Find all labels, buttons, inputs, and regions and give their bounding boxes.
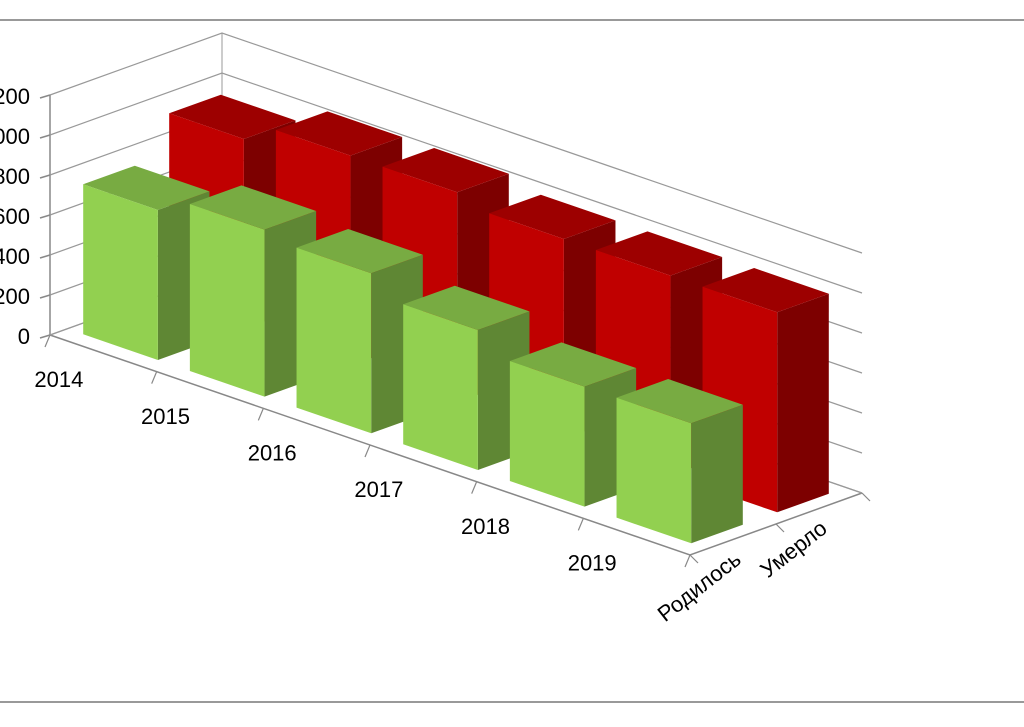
series-label: Родилось <box>653 546 746 626</box>
x-tick <box>364 444 371 458</box>
y-tick-label: 400 <box>0 244 30 269</box>
bar-front <box>83 184 158 360</box>
bar-front <box>189 203 265 397</box>
y-tick <box>39 214 51 219</box>
bar-top <box>509 342 637 387</box>
grid-line <box>49 72 863 294</box>
y-tick-label: 600 <box>0 204 30 229</box>
bar-top <box>595 231 723 276</box>
y-tick <box>39 174 51 179</box>
x-tick-label: 2016 <box>248 440 297 465</box>
bar-top <box>169 94 296 139</box>
grid-line <box>49 32 863 254</box>
x-tick-label: 2019 <box>568 550 617 575</box>
bar-top <box>382 148 509 193</box>
y-tick <box>39 94 51 99</box>
y-tick-label: 200 <box>0 284 30 309</box>
bar-top <box>702 268 829 313</box>
y-tick <box>39 334 51 339</box>
x-tick <box>44 334 51 348</box>
y-tick <box>39 294 51 299</box>
y-tick <box>39 134 51 139</box>
series-label: Умерло <box>755 515 831 582</box>
y-tick <box>39 254 51 259</box>
bar-side <box>777 293 829 513</box>
y-tick-label: 1000 <box>0 124 30 149</box>
x-tick <box>471 481 478 494</box>
bar-front <box>509 360 585 507</box>
bar-top <box>616 379 743 424</box>
bar-top <box>189 185 317 230</box>
z-tick <box>775 523 785 533</box>
bar-front <box>403 304 478 470</box>
z-tick <box>861 492 871 502</box>
x-tick <box>257 408 264 421</box>
x-tick-label: 2017 <box>354 477 403 502</box>
y-tick-label: 800 <box>0 164 30 189</box>
bar-top <box>403 285 530 330</box>
bar-top <box>296 229 423 274</box>
x-tick-label: 2018 <box>461 514 510 539</box>
bar-top <box>275 111 403 156</box>
x-tick <box>577 518 584 531</box>
bar-top <box>83 165 210 210</box>
x-tick-label: 2015 <box>141 404 190 429</box>
x-tick <box>151 371 158 384</box>
x-tick <box>684 554 691 568</box>
y-tick-label: 0 <box>18 324 30 349</box>
bar <box>83 165 210 360</box>
y-tick-label: 1200 <box>0 84 30 109</box>
z-tick <box>689 554 699 564</box>
x-tick-label: 2014 <box>34 367 83 392</box>
bar <box>616 379 743 544</box>
bar-front <box>616 397 692 544</box>
bar-top <box>489 194 616 239</box>
bar-side <box>691 404 743 544</box>
bar-front <box>296 247 372 434</box>
bar <box>702 268 829 513</box>
